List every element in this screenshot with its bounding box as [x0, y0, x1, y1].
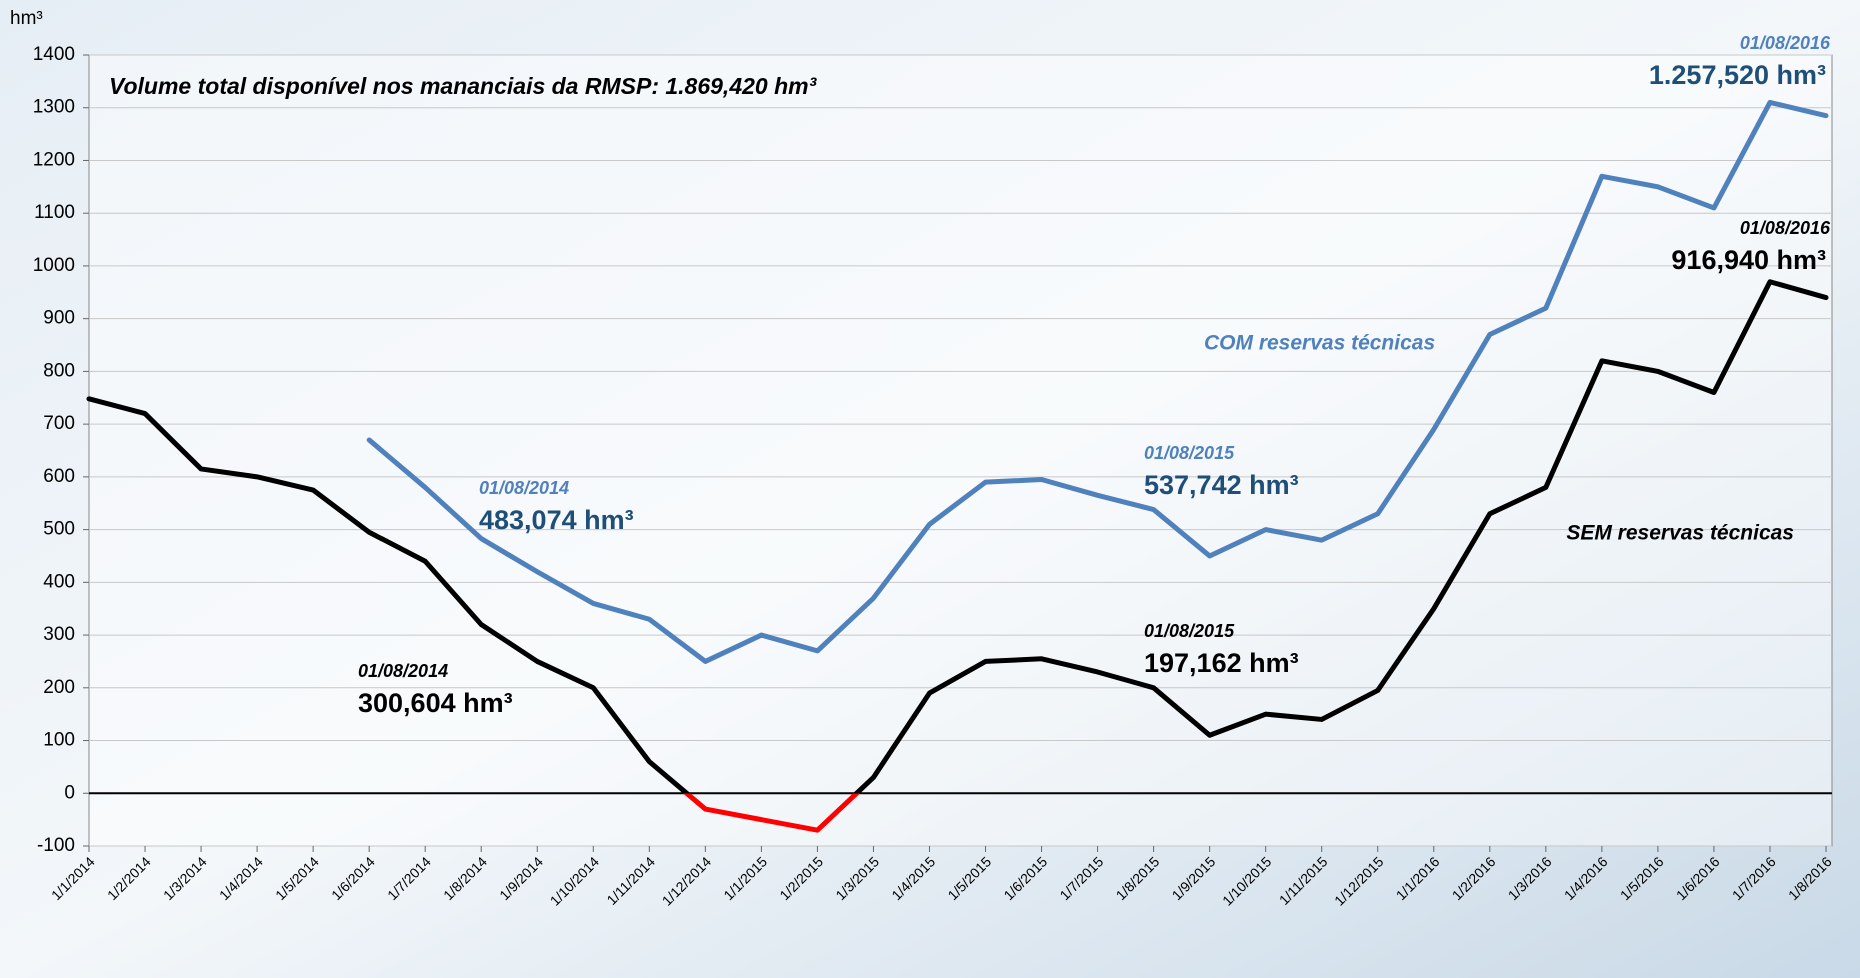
annotation-value: 300,604 hm³ [358, 688, 513, 718]
annotation-date: 01/08/2015 [1144, 621, 1235, 641]
annotation-value: 483,074 hm³ [479, 505, 634, 535]
chart-title: Volume total disponível nos mananciais d… [109, 73, 818, 99]
y-tick-label: 600 [43, 466, 75, 487]
y-tick-label: 300 [43, 624, 75, 645]
y-tick-label: 500 [43, 519, 75, 540]
y-tick-label: 800 [43, 360, 75, 381]
annotation-date: 01/08/2016 [1740, 33, 1831, 53]
y-tick-label: 1100 [34, 202, 75, 223]
y-tick-label: 400 [43, 571, 75, 592]
y-tick-label: -100 [37, 835, 75, 856]
y-tick-label: 1000 [33, 255, 75, 276]
y-tick-label: 100 [43, 730, 75, 751]
series-label: COM reservas técnicas [1204, 332, 1435, 355]
annotation-value: 1.257,520 hm³ [1649, 60, 1826, 90]
y-tick-label: 700 [43, 413, 75, 434]
y-tick-label: 900 [43, 308, 75, 329]
y-tick-label: 0 [64, 782, 75, 803]
annotation-date: 01/08/2014 [479, 478, 569, 498]
y-axis-unit: hm³ [10, 8, 43, 29]
annotation-date: 01/08/2016 [1740, 218, 1831, 238]
annotation-value: 197,162 hm³ [1144, 648, 1299, 678]
series-line [86, 279, 1829, 833]
y-tick-label: 200 [43, 677, 75, 698]
series-line [366, 99, 1829, 664]
annotation-value: 916,940 hm³ [1671, 245, 1826, 275]
annotation-date: 01/08/2014 [358, 661, 448, 681]
annotation-value: 537,742 hm³ [1144, 470, 1299, 500]
series-label: SEM reservas técnicas [1566, 522, 1794, 545]
plot-area [88, 54, 1833, 847]
y-tick-label: 1200 [33, 149, 75, 170]
y-tick-label: 1300 [33, 97, 75, 118]
y-tick-label: 1400 [33, 44, 75, 65]
annotation-date: 01/08/2015 [1144, 443, 1235, 463]
